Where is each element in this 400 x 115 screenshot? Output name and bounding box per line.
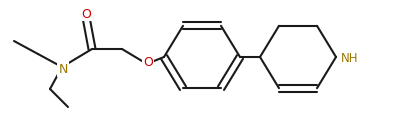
Text: N: N xyxy=(58,63,68,76)
Text: NH: NH xyxy=(341,52,359,65)
Text: O: O xyxy=(143,55,153,68)
Text: O: O xyxy=(81,7,91,20)
